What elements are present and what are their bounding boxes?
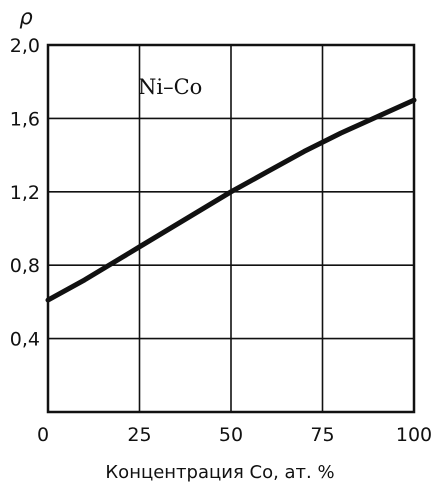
y-tick-label: 0,8	[10, 255, 40, 277]
x-axis-label: Концентрация Co, ат. %	[105, 462, 334, 483]
y-tick-label: 2,0	[10, 35, 40, 57]
x-tick-label: 75	[310, 424, 334, 446]
y-tick-labels: 0,4 0,8 1,2 1,6 2,0	[10, 35, 40, 351]
y-tick-label: 0,4	[10, 329, 40, 351]
alloy-annotation: Ni–Co	[138, 75, 202, 99]
plot-frame	[46, 43, 416, 414]
series-lines	[45, 97, 417, 303]
y-axis-label: ρ	[19, 5, 33, 29]
grid-lines	[48, 45, 414, 412]
x-tick-label: 25	[127, 424, 151, 446]
y-tick-label: 1,6	[10, 108, 40, 130]
x-tick-label: 0	[37, 424, 49, 446]
x-tick-label: 50	[219, 424, 243, 446]
series-line-0	[45, 97, 417, 303]
x-tick-labels: 0 25 50 75 100	[37, 424, 432, 446]
y-tick-label: 1,2	[10, 182, 40, 204]
x-tick-label: 100	[396, 424, 432, 446]
